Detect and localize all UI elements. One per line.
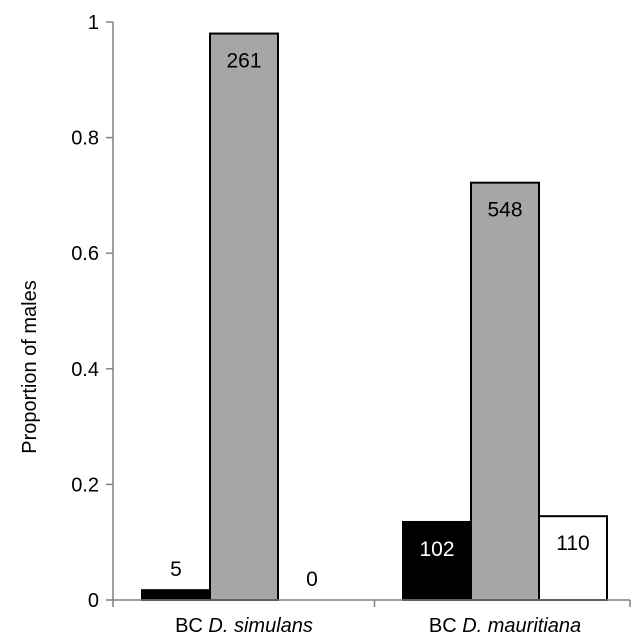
bar (538, 515, 608, 601)
y-tick-label: 0.6 (71, 243, 99, 265)
y-axis-ticks: 0 0.2 0.4 0.6 0.8 1 (71, 12, 113, 612)
category-species: D. mauritiana (462, 615, 581, 637)
category-label: BC D. mauritiana (429, 615, 581, 637)
bar-value-label: 0 (306, 568, 318, 591)
category-prefix: BC (175, 615, 208, 637)
bar-value-label: 261 (226, 50, 261, 73)
bar-value-label: 102 (419, 538, 454, 561)
category-prefix: BC (429, 615, 462, 637)
axes (112, 22, 631, 607)
bar (470, 181, 540, 602)
y-tick-label: 0.4 (71, 359, 99, 381)
bar-value-label: 5 (170, 558, 182, 581)
category-labels: BC D. simulans BC D. mauritiana (175, 615, 581, 637)
bar-value-label: 548 (487, 199, 522, 222)
category-species: D. simulans (208, 615, 312, 637)
bar (141, 589, 211, 602)
y-tick-label: 1 (88, 12, 99, 34)
bar (402, 520, 472, 601)
y-tick-label: 0.8 (71, 128, 99, 150)
category-label: BC D. simulans (175, 615, 313, 637)
bar (209, 32, 279, 602)
bars: 5 102 261 548 0 110 (141, 32, 608, 602)
y-tick-label: 0 (88, 590, 99, 612)
bar-value-label: 110 (556, 532, 589, 555)
y-axis-title: Proportion of males (19, 280, 41, 453)
y-tick-label: 0.2 (71, 474, 99, 496)
